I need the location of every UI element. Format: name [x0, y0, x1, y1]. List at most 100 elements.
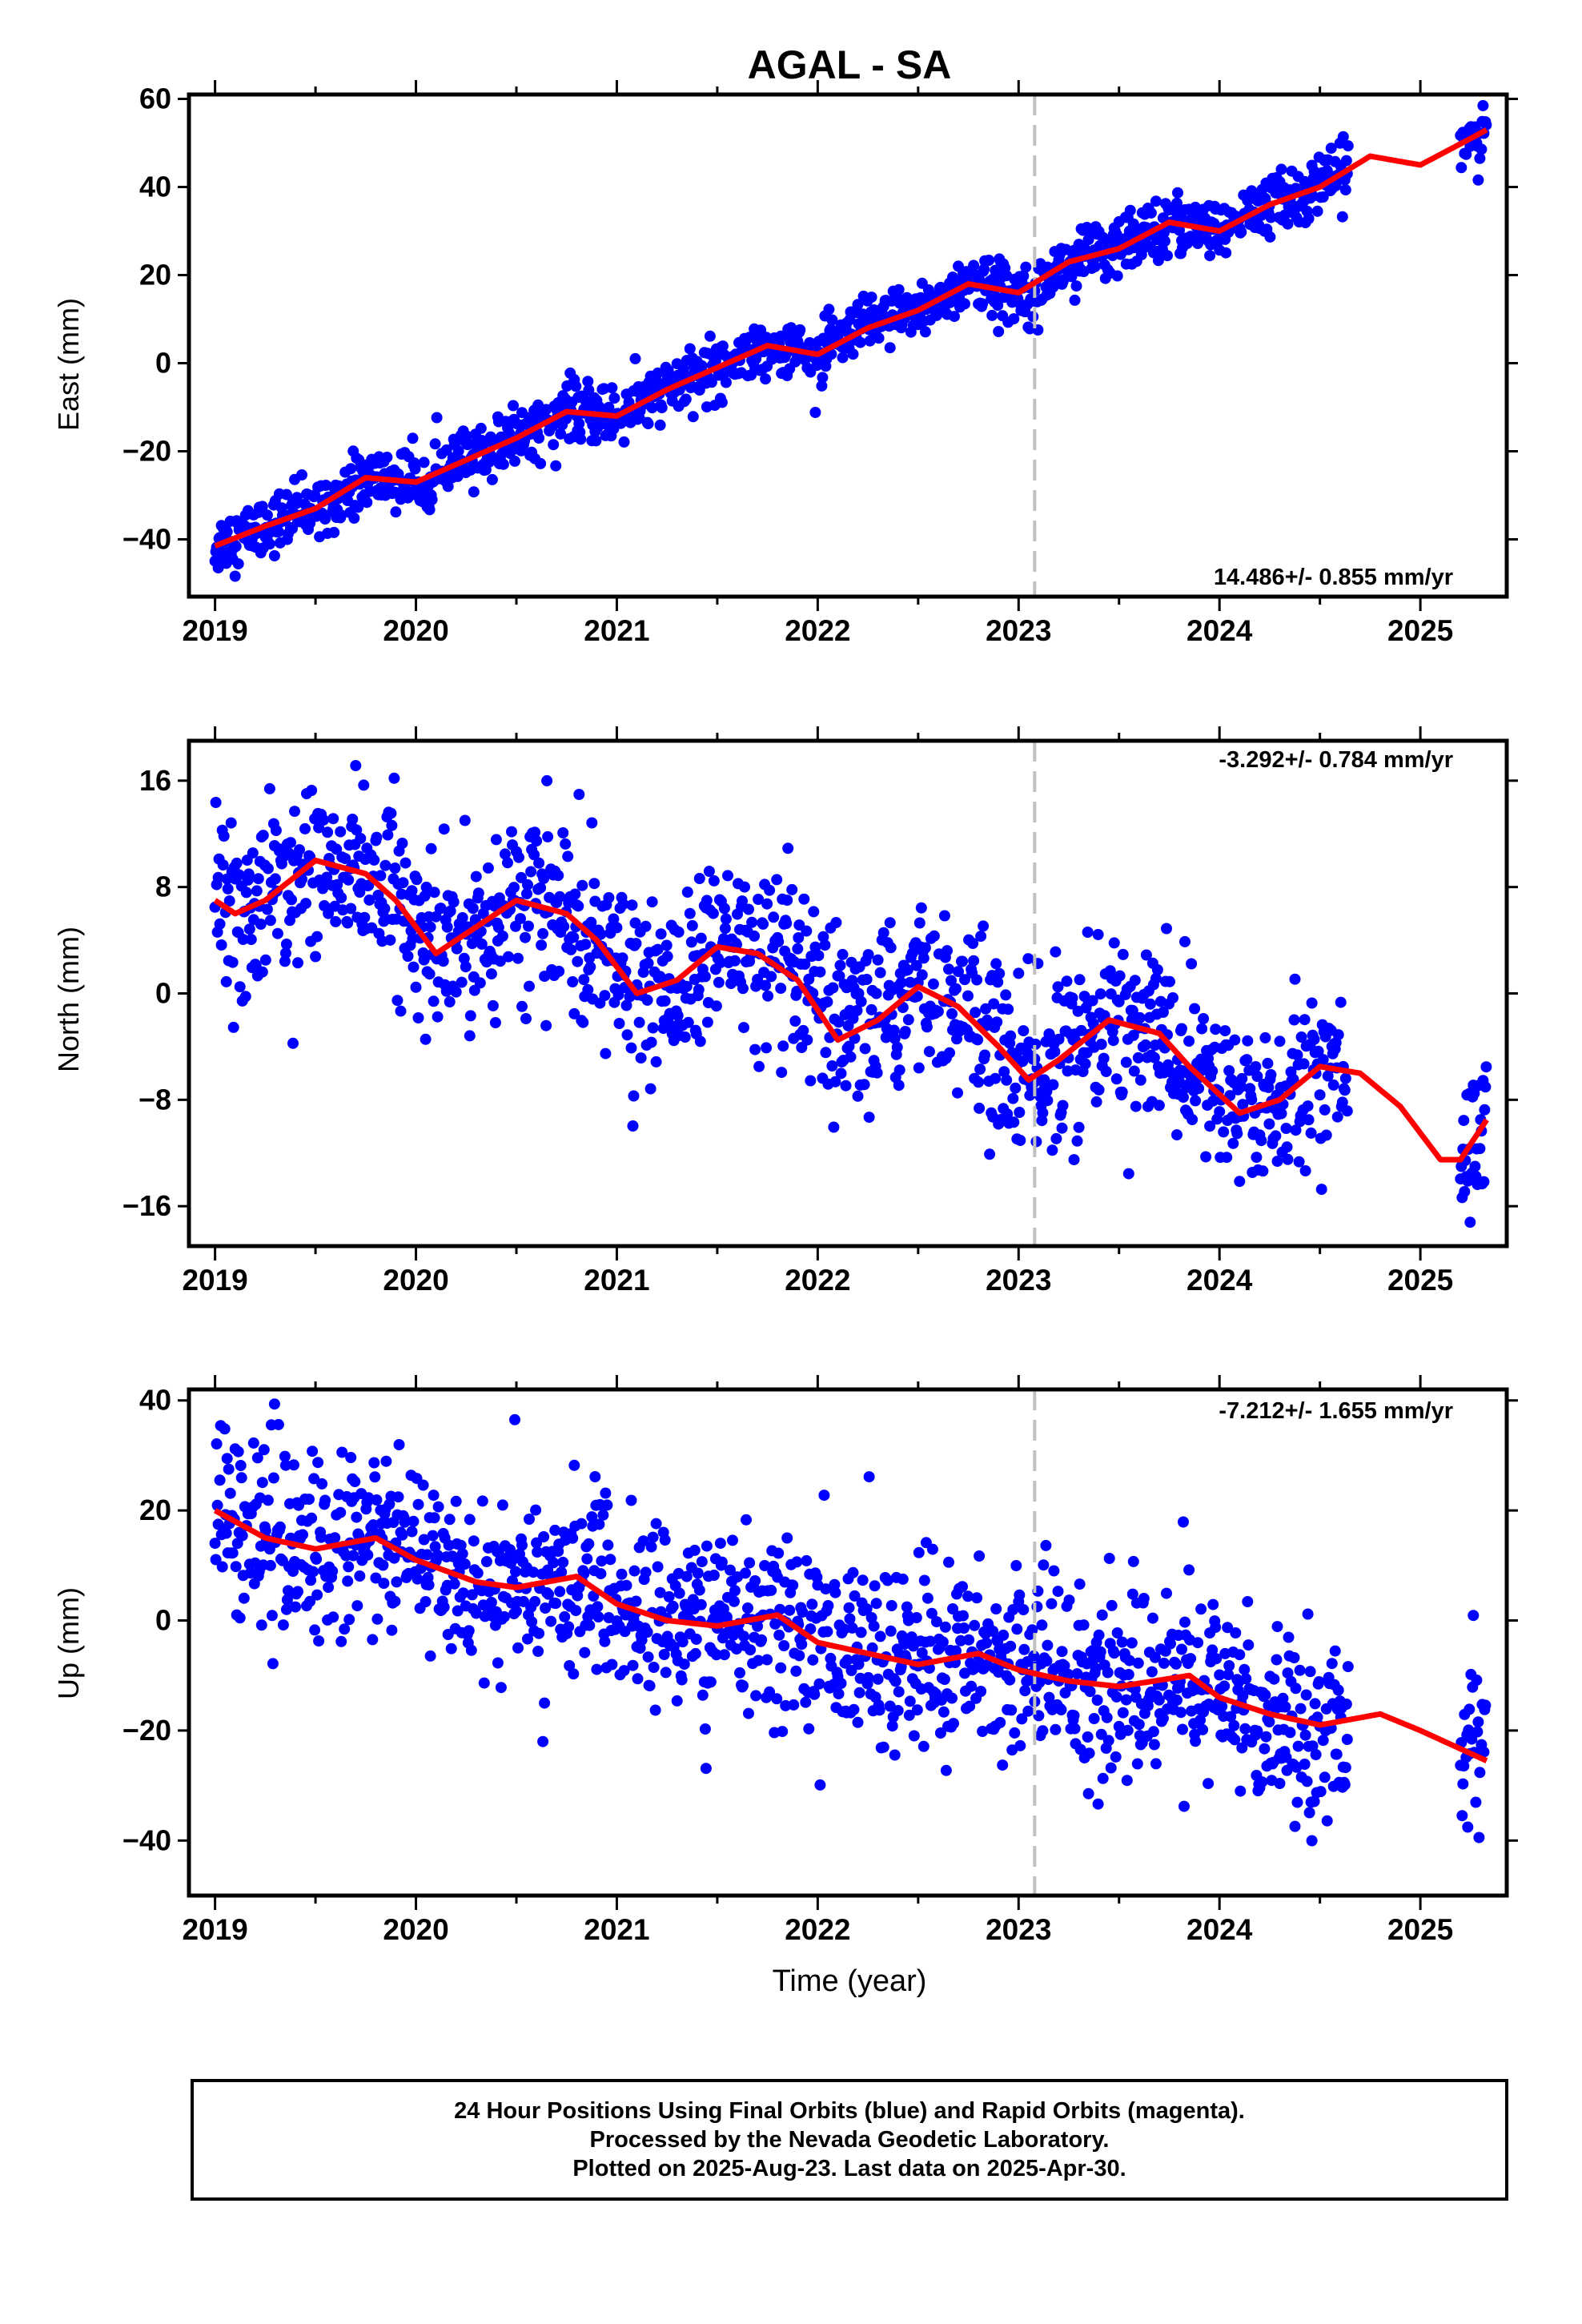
- north-data-point: [1251, 1071, 1263, 1082]
- north-data-point: [1200, 1151, 1212, 1163]
- north-data-point: [408, 961, 420, 973]
- up-data-point: [734, 1667, 745, 1679]
- up-data-point: [676, 1674, 688, 1686]
- up-data-point: [496, 1499, 508, 1511]
- east-data-point: [1340, 155, 1352, 167]
- up-data-point: [438, 1601, 450, 1613]
- up-data-point: [663, 1590, 675, 1602]
- up-data-point: [432, 1550, 444, 1562]
- up-data-point: [463, 1625, 475, 1637]
- up-data-point: [498, 1610, 510, 1622]
- east-data-point: [230, 541, 242, 553]
- east-data-point: [1476, 143, 1488, 155]
- east-data-point: [947, 271, 958, 283]
- up-data-point: [602, 1539, 614, 1551]
- up-data-point: [1123, 1655, 1135, 1667]
- north-data-point: [792, 943, 804, 955]
- east-data-point: [705, 376, 717, 388]
- east-data-point: [221, 526, 233, 538]
- up-data-point: [311, 1589, 323, 1601]
- up-data-point: [315, 1531, 327, 1543]
- up-data-point: [964, 1700, 976, 1712]
- north-data-point: [650, 1055, 662, 1068]
- up-data-point: [1294, 1664, 1306, 1676]
- north-data-point: [428, 887, 440, 899]
- up-data-point: [219, 1423, 231, 1435]
- up-data-point: [1058, 1660, 1070, 1671]
- up-data-point: [865, 1612, 877, 1623]
- up-data-point: [391, 1576, 403, 1588]
- up-data-point: [649, 1704, 661, 1716]
- east-data-point: [352, 501, 364, 513]
- north-data-point: [261, 903, 273, 915]
- north-data-point: [603, 892, 615, 903]
- north-data-point: [464, 1030, 476, 1042]
- up-data-point: [533, 1627, 545, 1639]
- up-data-point: [874, 1630, 886, 1642]
- north-data-point: [263, 782, 275, 794]
- north-data-point: [904, 976, 916, 988]
- north-data-point: [1050, 1132, 1062, 1144]
- north-data-point: [762, 990, 774, 1002]
- east-data-point: [426, 493, 438, 505]
- north-data-point: [539, 971, 551, 983]
- east-data-point: [1124, 204, 1136, 216]
- up-data-point: [857, 1574, 869, 1586]
- north-data-point: [786, 883, 798, 895]
- up-data-point: [790, 1665, 802, 1677]
- north-data-point: [537, 927, 549, 939]
- up-data-point: [464, 1514, 476, 1526]
- up-data-point: [1092, 1798, 1104, 1810]
- up-data-point: [981, 1637, 993, 1649]
- up-data-point: [1093, 1629, 1105, 1641]
- north-data-point: [957, 955, 968, 967]
- north-data-point: [1315, 1184, 1327, 1196]
- east-data-point: [1008, 313, 1020, 325]
- north-data-point: [280, 939, 292, 950]
- up-data-point: [1011, 1623, 1023, 1635]
- north-data-point: [1022, 953, 1034, 965]
- up-data-point: [274, 1521, 286, 1533]
- up-data-point: [881, 1574, 893, 1586]
- north-data-point: [913, 917, 926, 929]
- up-data-point: [429, 1541, 441, 1553]
- north-data-point: [917, 952, 930, 964]
- up-data-point: [1211, 1653, 1223, 1665]
- north-data-point: [764, 884, 776, 896]
- up-data-point: [889, 1675, 901, 1687]
- up-data-point: [311, 1553, 323, 1565]
- north-data-point: [865, 1003, 877, 1015]
- north-data-point: [379, 859, 391, 871]
- up-data-point: [948, 1718, 959, 1730]
- up-data-point: [727, 1534, 738, 1546]
- up-data-point: [1222, 1622, 1234, 1634]
- east-data-point: [348, 513, 360, 524]
- up-data-point: [737, 1680, 749, 1691]
- east-data-point: [570, 380, 582, 392]
- north-data-point: [1289, 973, 1301, 985]
- up-data-point: [934, 1727, 946, 1739]
- up-data-point: [307, 1566, 319, 1578]
- north-data-point: [406, 885, 418, 897]
- up-data-point: [1468, 1610, 1480, 1622]
- up-data-point: [343, 1614, 355, 1626]
- up-data-point: [351, 1511, 363, 1523]
- east-data-point: [1317, 191, 1329, 203]
- up-data-point: [593, 1518, 605, 1530]
- up-data-point: [1149, 1651, 1161, 1663]
- up-data-point: [323, 1582, 335, 1594]
- up-data-point: [640, 1566, 652, 1578]
- east-data-point: [268, 550, 280, 561]
- north-data-point: [1183, 1035, 1195, 1047]
- up-panel: Up (mm) -7.212+/- 1.655 mm/yr Time (year…: [52, 1375, 1518, 1998]
- north-data-point: [1049, 1046, 1061, 1058]
- north-x-tick-label: 2023: [986, 1264, 1051, 1297]
- east-data-point: [431, 412, 443, 424]
- north-data-point: [418, 954, 430, 966]
- up-data-point: [1223, 1669, 1235, 1681]
- up-data-point: [1034, 1676, 1046, 1688]
- east-data-point: [684, 343, 696, 355]
- up-data-point: [791, 1556, 803, 1568]
- up-data-point: [1331, 1748, 1343, 1760]
- up-data-point: [974, 1550, 986, 1562]
